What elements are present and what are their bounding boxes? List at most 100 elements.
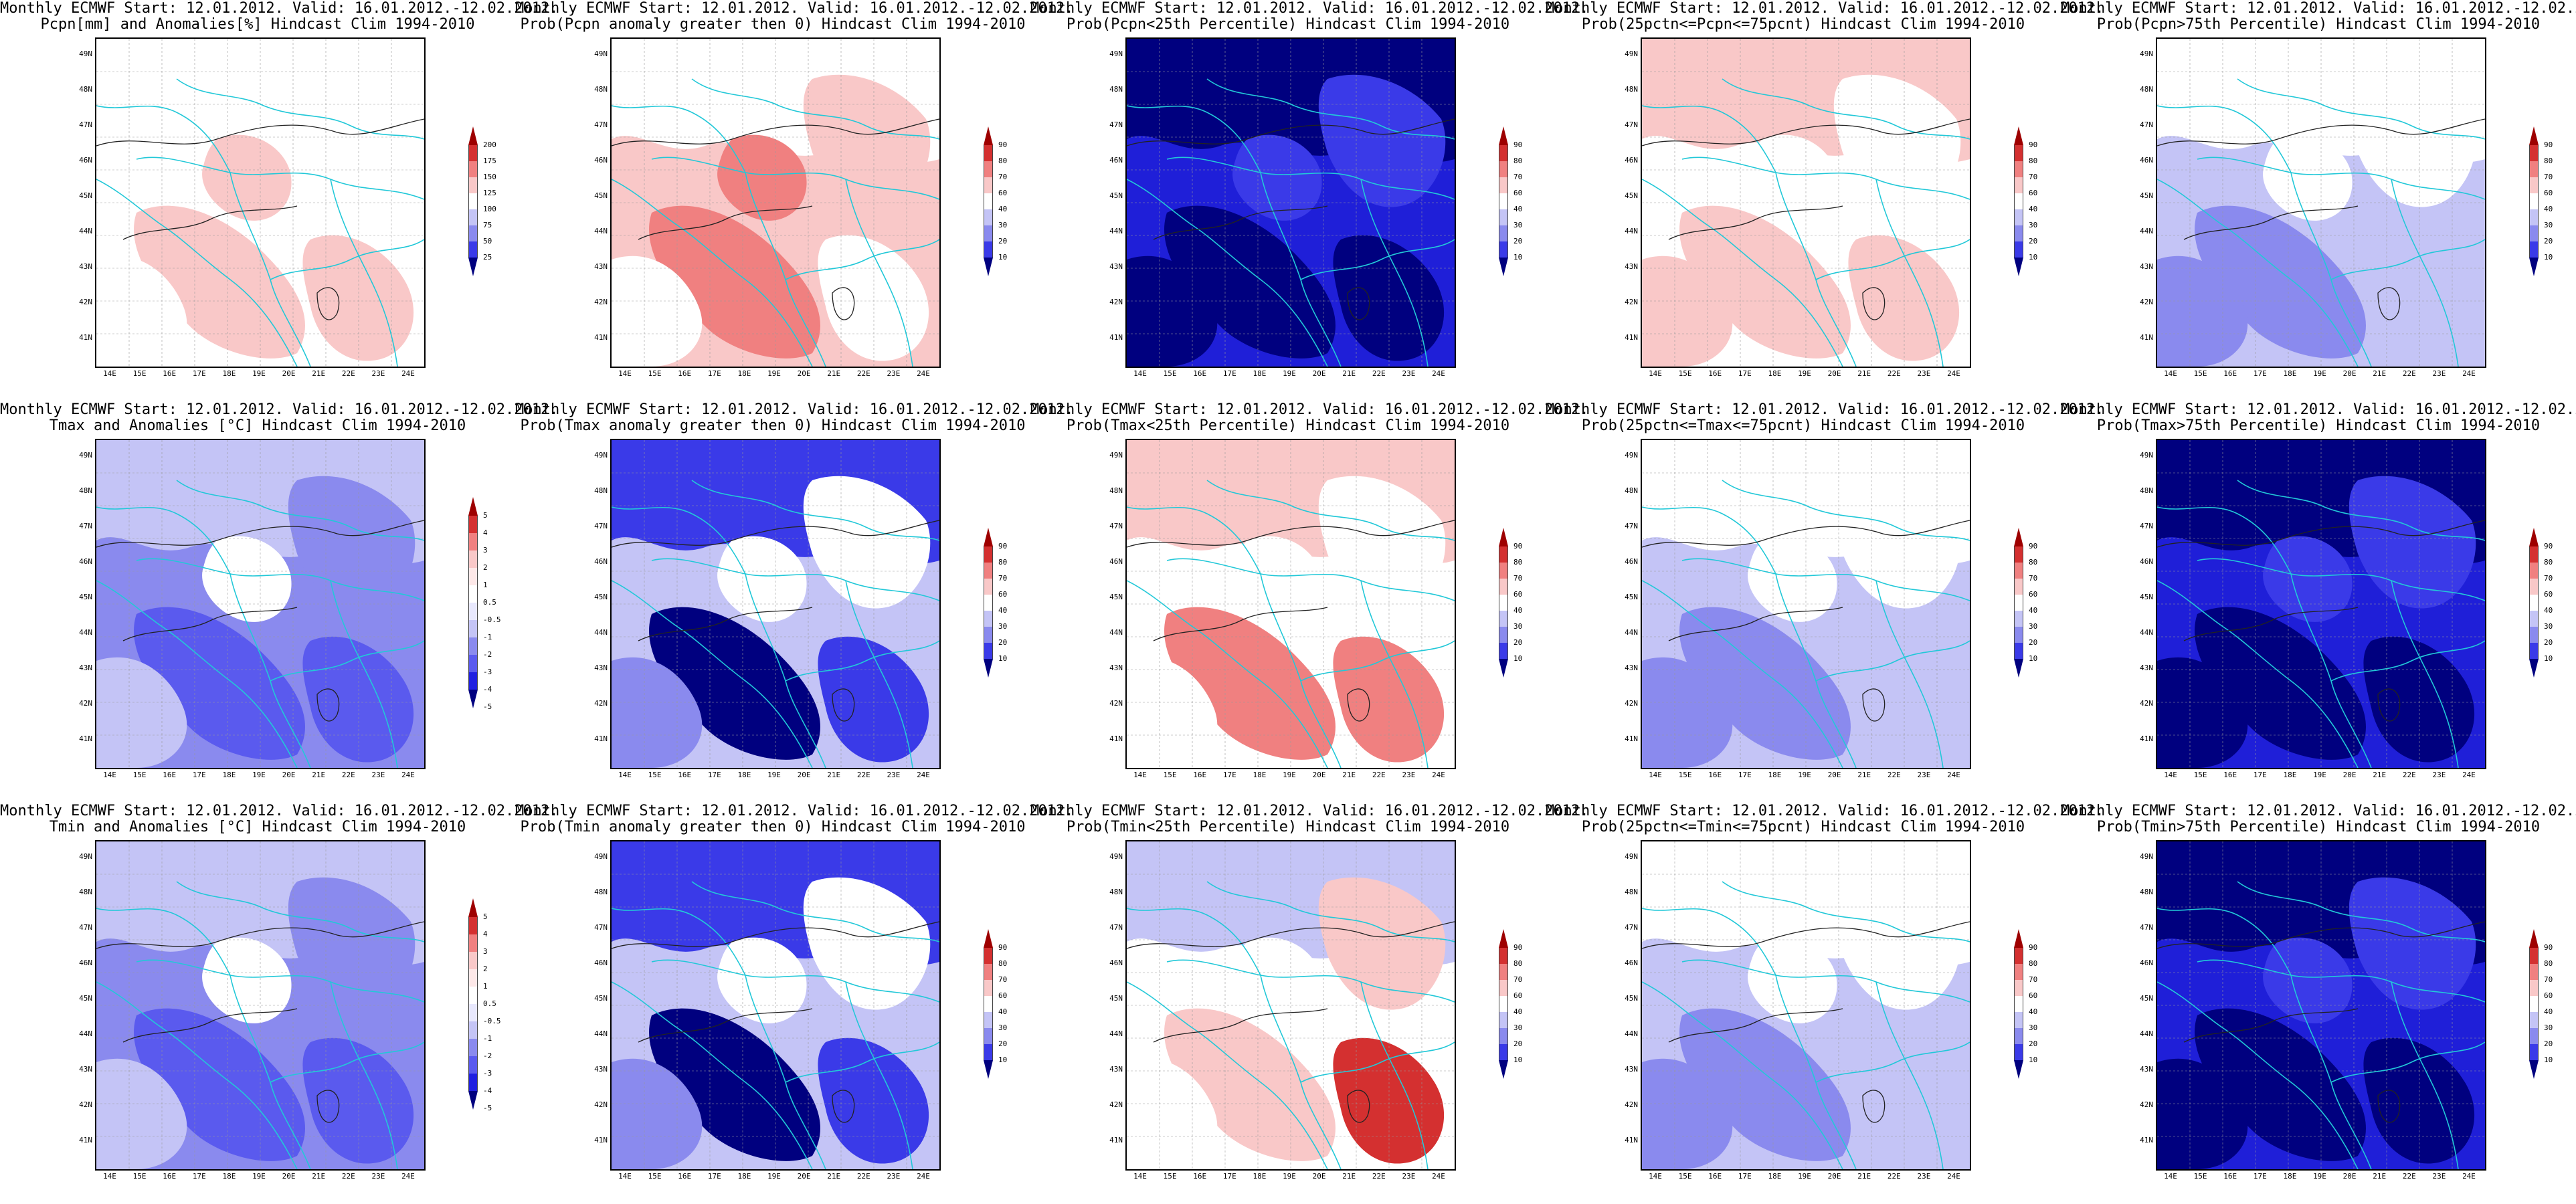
lon-label: 19E (1798, 1172, 1811, 1181)
lat-label: 42N (79, 298, 92, 306)
lat-label: 45N (2140, 191, 2153, 200)
colorbar-segment (984, 579, 993, 595)
colorbar-segment (1499, 1028, 1508, 1044)
lon-label: 14E (618, 1172, 632, 1181)
panel-title: Tmax and Anomalies [°C] Hindcast Clim 19… (49, 417, 466, 434)
border-line (1127, 506, 1261, 575)
lon-label: 22E (856, 771, 870, 779)
border-line (1300, 1041, 1455, 1083)
colorbar-top-arrow (984, 528, 993, 546)
colorbar-label: 60 (2544, 991, 2553, 1000)
colorbar (1499, 126, 1508, 276)
colorbar-label: 10 (2029, 253, 2038, 262)
lon-label: 18E (1768, 369, 1782, 378)
colorbar-label: 70 (2544, 574, 2553, 583)
lat-label: 41N (2140, 333, 2153, 342)
contour-line (2377, 1090, 2401, 1123)
lat-label: 43N (1625, 664, 1638, 672)
lat-label: 48N (2140, 85, 2153, 94)
lon-label: 20E (282, 771, 296, 779)
lon-label: 24E (401, 369, 415, 378)
lat-label: 47N (2140, 923, 2153, 932)
panel-title: Pcpn[mm] and Anomalies[%] Hindcast Clim … (40, 16, 475, 33)
lon-label: 17E (2253, 1172, 2267, 1181)
border-line (1681, 959, 1970, 1003)
colorbar-segment (468, 934, 478, 952)
lon-label: 20E (2342, 771, 2357, 779)
colorbar-bottom-arrow (984, 659, 993, 678)
lon-label: 17E (192, 369, 206, 378)
contour-line (1642, 921, 1970, 949)
lon-label: 14E (103, 369, 116, 378)
lat-label: 43N (79, 262, 92, 271)
colorbar-label: 60 (1513, 590, 1523, 599)
border-line (1815, 239, 1970, 280)
lat-label: 41N (2140, 734, 2153, 743)
colorbar-segment (984, 161, 993, 177)
lon-label: 18E (737, 369, 751, 378)
lon-label: 22E (1372, 369, 1386, 378)
colorbar-label: 40 (998, 606, 1008, 615)
lat-label: 43N (594, 262, 608, 271)
border-line (1642, 105, 1776, 173)
anomaly-region (2157, 657, 2248, 768)
border-line (1166, 558, 1455, 601)
border-line (1642, 179, 1843, 367)
anomaly-region (1642, 1058, 1733, 1169)
colorbar-segment (468, 672, 478, 690)
lat-label: 43N (1109, 262, 1123, 271)
colorbar-label: 70 (998, 574, 1008, 583)
border-line (330, 580, 398, 768)
lat-label: 49N (79, 49, 92, 58)
map-panel: Monthly ECMWF Start: 12.01.2012. Valid: … (515, 803, 1073, 1204)
lon-label: 17E (1222, 1172, 1236, 1181)
lon-label: 15E (1163, 369, 1177, 378)
contour-line (2377, 688, 2401, 722)
lat-label: 41N (1625, 1136, 1638, 1144)
lat-label: 44N (79, 227, 92, 235)
lon-label: 14E (1133, 771, 1147, 779)
lat-label: 49N (1625, 852, 1638, 861)
contour-line (832, 1090, 855, 1123)
lat-label: 46N (594, 959, 608, 967)
lon-label: 16E (163, 369, 177, 378)
border-line (1681, 157, 1970, 200)
anomaly-region (96, 256, 187, 367)
border-line (651, 959, 939, 1003)
lat-label: 47N (1109, 120, 1123, 129)
colorbar-label: 90 (2029, 542, 2038, 550)
colorbar-bottom-arrow (2529, 1060, 2539, 1079)
colorbar-label: 5 (483, 511, 488, 520)
colorbar-segment (468, 952, 478, 969)
map-area (2156, 840, 2486, 1171)
colorbar-segment (1499, 241, 1508, 258)
lat-label: 48N (1625, 486, 1638, 495)
lat-label: 47N (1625, 120, 1638, 129)
lon-label: 20E (797, 369, 811, 378)
lat-label: 45N (594, 994, 608, 1003)
colorbar-label: 20 (1513, 237, 1523, 245)
lat-label: 42N (594, 298, 608, 306)
lon-label: 24E (917, 771, 930, 779)
colorbar-segment (2014, 225, 2023, 241)
colorbar-segment (984, 193, 993, 209)
lat-label: 43N (1625, 262, 1638, 271)
lon-label: 14E (618, 369, 632, 378)
colorbar-label: 60 (2029, 189, 2038, 197)
colorbar-label: 90 (1513, 943, 1523, 952)
lat-label: 46N (1625, 156, 1638, 165)
lon-label: 21E (1342, 369, 1356, 378)
colorbar-label: 60 (2544, 590, 2553, 599)
colorbar-label: 70 (998, 173, 1008, 181)
colorbar-label: 30 (998, 221, 1008, 229)
lat-label: 48N (2140, 486, 2153, 495)
colorbar-segment (984, 643, 993, 659)
anomaly-region (288, 74, 416, 207)
lat-label: 47N (79, 120, 92, 129)
panel-title: Prob(25pctn<=Tmin<=75pcnt) Hindcast Clim… (1581, 819, 2025, 835)
lat-label: 46N (1109, 959, 1123, 967)
contour-line (2183, 607, 2359, 641)
colorbar-label: 10 (1513, 1056, 1523, 1064)
colorbar-label: -5 (483, 1104, 492, 1112)
lon-label: 15E (2193, 1172, 2207, 1181)
